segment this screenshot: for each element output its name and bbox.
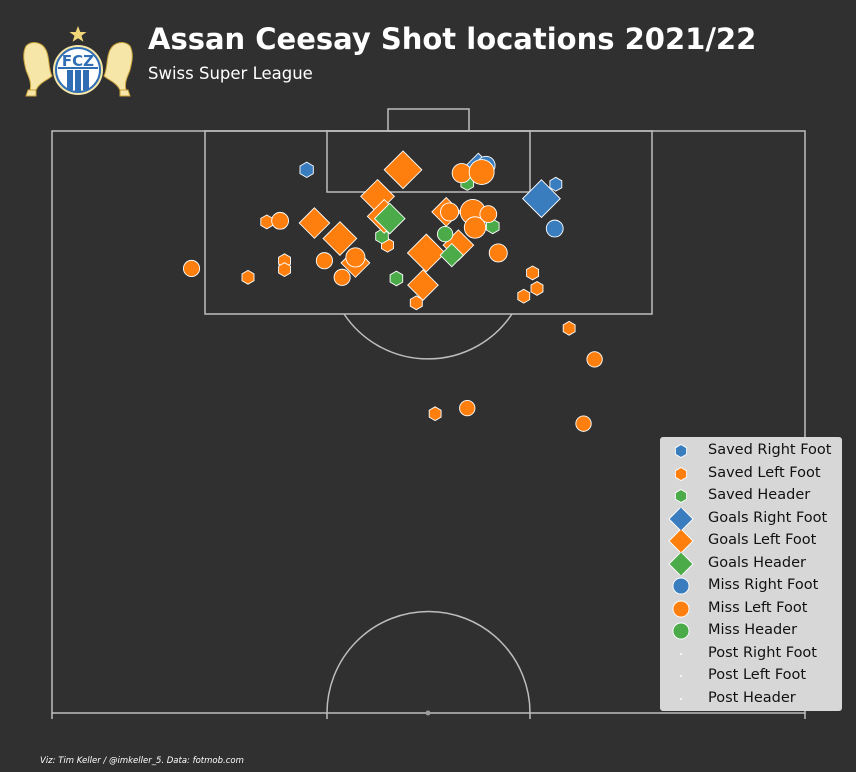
legend-marker-hexagon-icon (674, 466, 688, 481)
legend-label: Goals Left Foot (708, 532, 817, 548)
shot-marker-goals-right-foot (521, 179, 561, 219)
penalty-arc (343, 313, 513, 360)
goal (387, 108, 470, 132)
chart-title: Assan Ceesay Shot locations 2021/22 (148, 22, 757, 56)
shot-marker-saved-left-foot (526, 265, 540, 281)
shot-marker-miss-left-foot (586, 351, 603, 368)
legend-marker-diamond-icon (668, 552, 694, 575)
shot-marker-saved-right-foot (299, 161, 314, 179)
credit-note: Viz: Tim Keller / @imkeller_5. Data: fot… (40, 756, 244, 766)
shot-marker-saved-left-foot (241, 269, 255, 285)
shot-marker-miss-left-foot (488, 243, 508, 263)
shot-marker-miss-left-foot (345, 247, 366, 268)
shot-marker-saved-left-foot (517, 288, 531, 304)
shot-marker-miss-left-foot (271, 211, 289, 230)
legend-item: Miss Right Foot (660, 575, 842, 597)
crest-stripe (67, 70, 73, 90)
legend-marker-point-icon (680, 652, 682, 655)
shot-marker-miss-left-foot (451, 163, 472, 184)
shot-marker-miss-left-foot (468, 159, 495, 185)
legend-item: Miss Header (660, 620, 842, 642)
legend-item: Saved Right Foot (660, 440, 842, 462)
legend-item: Saved Left Foot (660, 463, 842, 485)
shot-marker-saved-header (389, 270, 404, 287)
shot-marker-goals-left-foot (322, 221, 358, 256)
legend-item: Goals Header (660, 552, 842, 575)
crest-text: FCZ (62, 52, 94, 70)
club-crest-logo: FCZ (23, 26, 133, 97)
legend-label: Miss Right Foot (708, 577, 819, 593)
shot-marker-miss-right-foot (545, 219, 564, 238)
legend-label: Miss Left Foot (708, 599, 808, 616)
six-yard-box (326, 130, 531, 193)
crest-star-icon (69, 26, 87, 42)
legend-marker-circle-icon (672, 622, 690, 640)
centre-spot (425, 710, 431, 716)
shot-marker-miss-left-foot (440, 202, 460, 222)
shot-marker-saved-left-foot (530, 280, 544, 296)
shot-marker-miss-left-foot (333, 268, 351, 286)
legend-label: Saved Left Foot (708, 464, 821, 481)
shot-marker-goals-left-foot (406, 233, 446, 273)
chart-subtitle: Swiss Super League (148, 64, 313, 83)
legend-item: Post Right Foot (660, 643, 842, 665)
legend-label: Saved Header (708, 487, 811, 503)
legend-marker-hexagon-icon (674, 488, 688, 504)
legend-marker-diamond-icon (668, 530, 694, 552)
left-lion-icon (23, 42, 53, 97)
legend-label: Post Right Foot (708, 644, 817, 661)
shot-marker-saved-left-foot (428, 406, 442, 422)
shot-marker-goals-header (439, 242, 464, 268)
legend-marker-point-icon (680, 697, 682, 700)
legend-label: Miss Header (708, 622, 798, 638)
legend-item: Post Header (660, 688, 842, 710)
crest-stripe (83, 70, 89, 90)
chart-legend: Saved Right Foot Saved Left Foot Saved Hea… (660, 437, 842, 711)
legend-marker-point-icon (680, 675, 682, 677)
legend-label: Saved Right Foot (708, 442, 832, 458)
shot-marker-miss-left-foot (463, 216, 487, 239)
shot-marker-goals-left-foot (383, 150, 423, 190)
shot-marker-saved-right-foot (549, 176, 563, 192)
legend-label: Goals Right Foot (708, 509, 828, 526)
shot-marker-saved-left-foot (562, 320, 576, 336)
shot-marker-saved-left-foot (278, 262, 291, 278)
shot-marker-miss-left-foot (182, 259, 201, 277)
legend-label: Post Left Foot (708, 667, 807, 683)
legend-label: Post Header (708, 689, 796, 706)
legend-marker-hexagon-icon (674, 443, 688, 459)
legend-item: Goals Right Foot (660, 507, 842, 530)
shot-marker-miss-left-foot (575, 415, 592, 432)
shot-marker-miss-left-foot (315, 252, 333, 270)
shot-marker-miss-left-foot (459, 399, 476, 417)
shot-marker-goals-left-foot (407, 269, 439, 301)
centre-circle (326, 610, 531, 714)
legend-item: Miss Left Foot (660, 598, 842, 620)
shot-markers (182, 150, 603, 432)
right-lion-icon (103, 42, 133, 97)
shot-marker-miss-left-foot (479, 205, 498, 224)
shot-marker-miss-header (436, 225, 454, 243)
legend-marker-circle-icon (672, 577, 690, 595)
legend-marker-diamond-icon (668, 507, 694, 530)
shot-marker-goals-header (373, 202, 406, 235)
shot-marker-saved-left-foot (260, 214, 274, 230)
legend-item: Goals Left Foot (660, 530, 842, 552)
legend-marker-circle-icon (672, 600, 690, 617)
crest-stripe (75, 70, 81, 92)
shot-marker-goals-left-foot (298, 207, 331, 239)
legend-label: Goals Header (708, 554, 806, 571)
legend-item: Saved Header (660, 485, 842, 507)
legend-item: Post Left Foot (660, 665, 842, 687)
